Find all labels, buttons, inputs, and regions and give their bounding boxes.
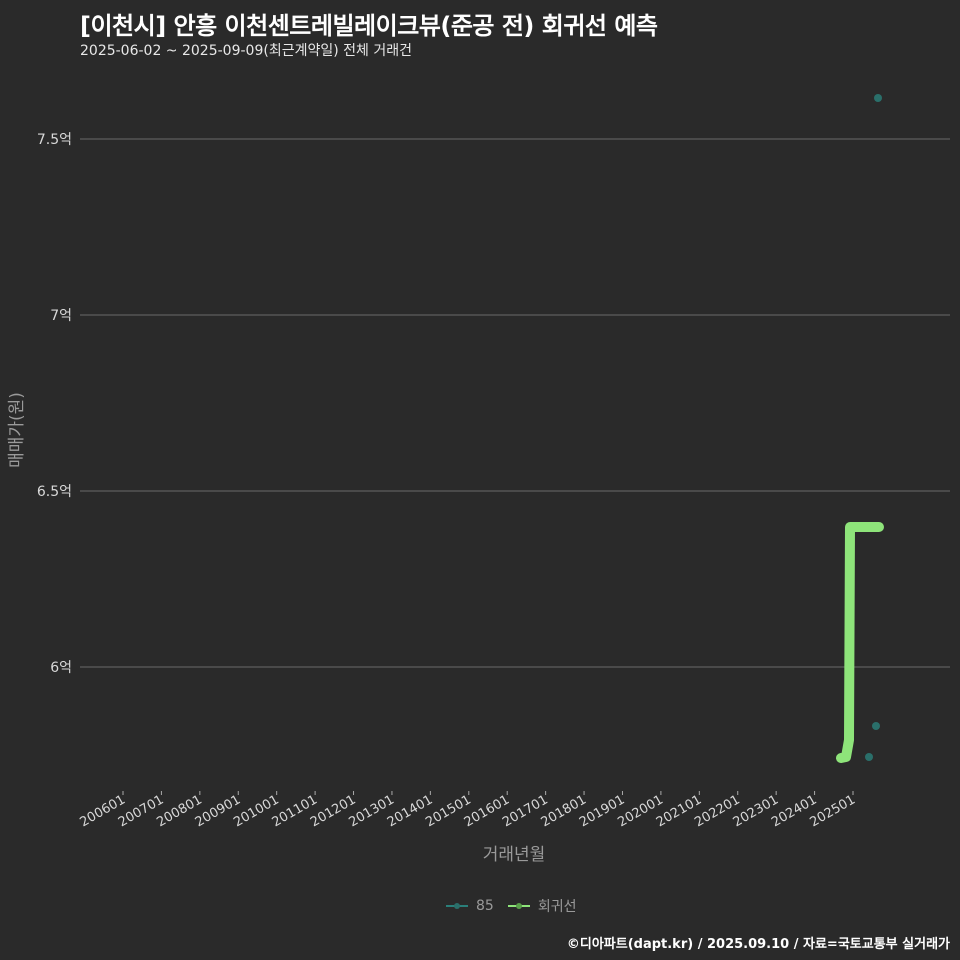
legend-item-85: 85 [446,898,494,914]
y-tick-label: 7.5억 [37,132,72,148]
legend-swatch-regression-icon [507,903,530,909]
data-point [872,722,880,730]
chart-title: [이천시] 안흥 이천센트레빌레이크뷰(준공 전) 회귀선 예측 [80,12,658,40]
x-axis-label: 거래년월 [483,845,546,865]
legend-label-85: 85 [476,898,494,914]
data-point [874,94,882,102]
legend-swatch-85-icon [446,903,468,909]
y-axis-label: 매매가(원) [7,392,27,468]
y-axis-ticks: 6억 6.5억 7억 7.5억 [37,132,72,676]
y-tick-label: 6.5억 [37,484,72,500]
x-axis-ticks: 2006012007012008012009012010012011012012… [78,791,858,830]
y-tick-label: 7억 [50,308,72,324]
source-caption: ©디아파트(dapt.kr) / 2025.09.10 / 자료=국토교통부 실… [566,937,950,952]
grid-lines [80,138,950,668]
series-layer [836,94,884,763]
chart-subtitle: 2025-06-02 ~ 2025-09-09(최근계약일) 전체 거래건 [80,43,412,59]
data-point [865,753,873,761]
y-tick-label: 6억 [50,660,72,676]
legend: 85 회귀선 [446,896,582,916]
legend-item-regression: 회귀선 [507,896,577,916]
legend-label-regression: 회귀선 [537,899,577,915]
regression-line [836,522,884,763]
